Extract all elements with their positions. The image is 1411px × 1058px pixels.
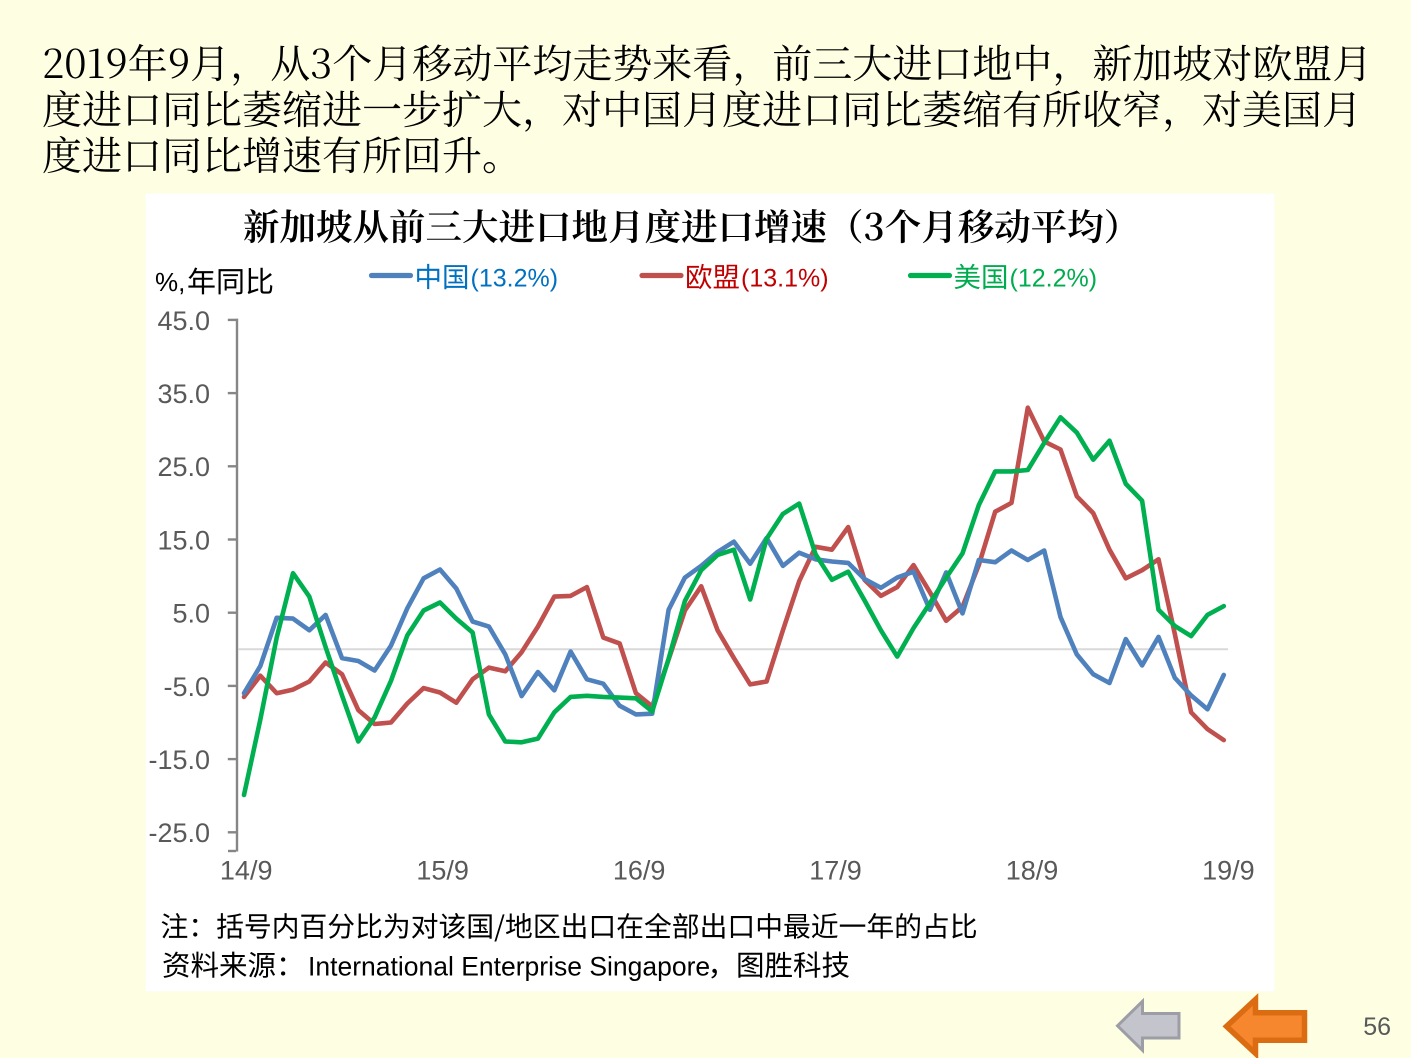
svg-text:-25.0: -25.0	[148, 818, 210, 848]
svg-text:25.0: 25.0	[157, 452, 210, 482]
svg-text:(13.2%): (13.2%)	[471, 265, 559, 293]
svg-text:16/9: 16/9	[613, 856, 666, 886]
svg-text:5.0: 5.0	[172, 599, 210, 629]
svg-text:15.0: 15.0	[157, 525, 210, 555]
svg-text:19/9: 19/9	[1202, 856, 1255, 886]
svg-text:45.0: 45.0	[157, 306, 210, 336]
svg-text:-15.0: -15.0	[148, 745, 210, 775]
svg-text:35.0: 35.0	[157, 379, 210, 409]
svg-text:15/9: 15/9	[416, 856, 469, 886]
svg-text:(12.2%): (12.2%)	[1010, 265, 1098, 293]
svg-text:(13.1%): (13.1%)	[741, 265, 829, 293]
svg-text:14/9: 14/9	[220, 856, 273, 886]
svg-text:18/9: 18/9	[1006, 856, 1059, 886]
svg-text:%,: %,	[155, 267, 185, 297]
svg-text:17/9: 17/9	[809, 856, 862, 886]
svg-text:56: 56	[1363, 1013, 1391, 1041]
svg-text:International Enterprise Singa: International Enterprise Singapore	[308, 952, 710, 982]
svg-text:-5.0: -5.0	[163, 672, 210, 702]
